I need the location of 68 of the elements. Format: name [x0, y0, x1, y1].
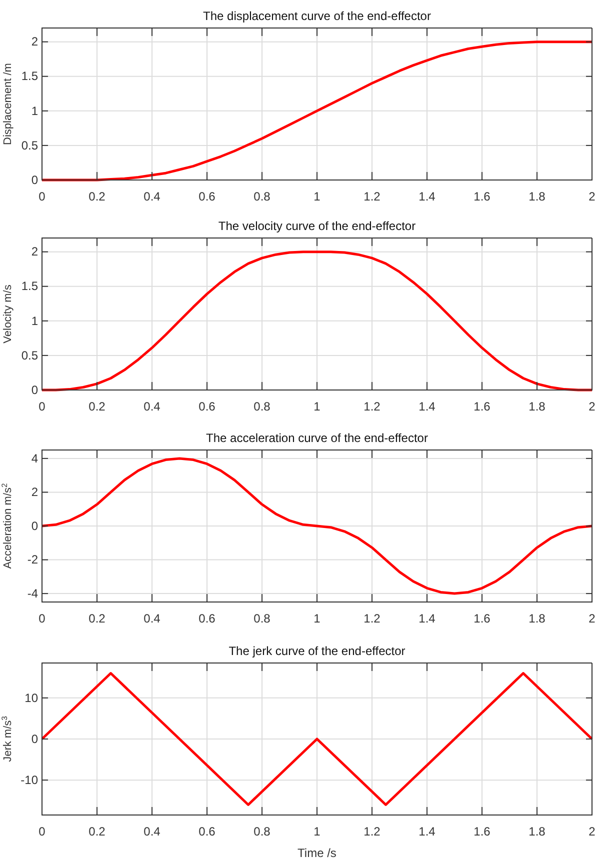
- x-tick-label: 0.8: [254, 400, 271, 414]
- x-tick-label: 1.8: [528, 612, 546, 626]
- x-tick-label: 1: [314, 400, 321, 414]
- chart-title: The acceleration curve of the end-effector: [206, 431, 428, 445]
- line-series: [40, 457, 594, 595]
- y-tick-label: 0: [31, 518, 38, 533]
- y-axis-title: Velocity m/s: [2, 284, 14, 344]
- line-series: [40, 250, 594, 392]
- x-tick-label: 0.6: [198, 824, 216, 839]
- x-tick-label: 1.6: [474, 612, 491, 626]
- x-tick-label: 2: [588, 400, 596, 414]
- y-tick-label: 0.5: [21, 138, 38, 152]
- x-tick-label: 0.8: [254, 824, 271, 839]
- y-tick-label: 1: [31, 314, 38, 328]
- x-tick-label: 1.4: [418, 824, 436, 839]
- x-tick-label: 1.4: [418, 400, 436, 414]
- y-tick-label: 2: [31, 485, 38, 500]
- y-tick-label: 0: [31, 732, 38, 746]
- x-tick-label: 1.6: [474, 824, 491, 839]
- x-tick-label: 0.8: [254, 190, 271, 204]
- x-tick-label: 2: [588, 612, 596, 626]
- chart-title: The displacement curve of the end-effector: [203, 9, 431, 23]
- x-tick-label: 0.2: [88, 824, 106, 839]
- y-tick-label: 1: [31, 104, 38, 118]
- y-tick-label: 1.5: [21, 69, 38, 84]
- x-tick-label: 1.8: [528, 400, 546, 414]
- y-tick-label: 1.5: [21, 279, 38, 294]
- x-tick-label: 0.4: [144, 190, 161, 204]
- y-tick-label: 0: [31, 382, 38, 397]
- x-tick-label: 1: [314, 190, 321, 204]
- x-tick-label: 1.6: [474, 190, 491, 204]
- x-tick-label: 0.2: [88, 190, 106, 204]
- chart-title: The velocity curve of the end-effector: [218, 219, 416, 233]
- x-tick-label: 1.6: [474, 400, 491, 414]
- x-tick-label: 0.6: [198, 612, 216, 626]
- x-tick-label: 1.8: [528, 824, 546, 839]
- y-tick-label: 0: [31, 172, 38, 187]
- x-tick-label: 0.2: [88, 612, 106, 626]
- x-tick-label: 1.8: [528, 190, 546, 204]
- y-tick-label: -10: [20, 772, 38, 787]
- x-tick-label: 0.8: [254, 612, 271, 626]
- x-tick-label: 0.6: [198, 400, 216, 414]
- x-tick-label: 1.2: [364, 824, 381, 839]
- y-tick-label: 4: [31, 451, 38, 466]
- x-tick-label: 0.2: [88, 400, 106, 414]
- x-axis-title: Time /s: [298, 846, 336, 860]
- line-series: [40, 40, 594, 182]
- x-tick-label: 1.4: [418, 190, 436, 204]
- y-tick-label: 2: [31, 34, 38, 49]
- x-tick-label: 0.4: [144, 824, 161, 839]
- chart-title: The jerk curve of the end-effector: [228, 644, 406, 658]
- y-tick-label: 10: [24, 690, 38, 705]
- x-tick-label: 1.2: [364, 190, 381, 204]
- y-tick-label: 0.5: [21, 348, 38, 362]
- x-tick-label: 1.2: [364, 400, 381, 414]
- x-tick-label: 1.4: [418, 612, 436, 626]
- x-tick-label: 1.2: [364, 612, 381, 626]
- y-tick-label: 2: [31, 244, 38, 259]
- x-tick-label: 0.6: [198, 190, 216, 204]
- y-tick-label: -2: [27, 552, 38, 567]
- x-tick-label: 1: [314, 612, 321, 626]
- x-tick-label: 0.4: [144, 612, 161, 626]
- x-tick-label: 1: [314, 824, 321, 839]
- x-tick-label: 2: [588, 190, 596, 204]
- y-axis-title: Displacement /m: [2, 63, 14, 145]
- y-tick-label: -4: [27, 586, 38, 600]
- x-tick-label: 2: [588, 824, 596, 839]
- x-tick-label: 0.4: [144, 400, 161, 414]
